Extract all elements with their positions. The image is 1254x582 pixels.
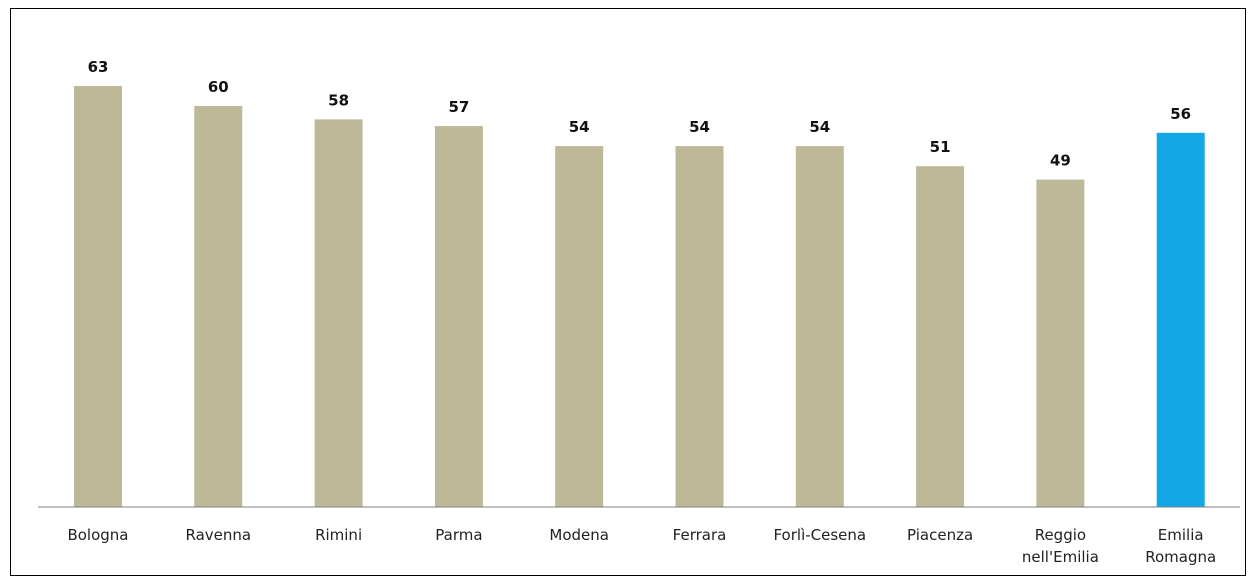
bar-9 bbox=[1156, 132, 1205, 508]
bar-0 bbox=[74, 86, 122, 507]
value-label-5: 54 bbox=[689, 118, 710, 136]
bar-3 bbox=[434, 126, 483, 507]
bars-group bbox=[74, 86, 1205, 508]
bar-8 bbox=[1036, 179, 1085, 507]
value-labels-group: 63 60 58 57 54 54 54 51 49 56 bbox=[88, 58, 1192, 170]
value-label-2: 58 bbox=[328, 91, 349, 109]
value-label-4: 54 bbox=[569, 118, 590, 136]
value-label-1: 60 bbox=[208, 78, 229, 96]
category-label-1: Ravenna bbox=[185, 526, 251, 544]
category-label-6: Forlì-Cesena bbox=[773, 526, 866, 544]
category-label-3: Parma bbox=[435, 526, 482, 544]
bar-6 bbox=[795, 146, 844, 507]
value-label-7: 51 bbox=[930, 138, 951, 156]
category-label-7: Piacenza bbox=[907, 526, 973, 544]
category-labels-group: Bologna Ravenna Rimini Parma Modena Ferrara Fo… bbox=[67, 526, 1216, 566]
value-label-3: 57 bbox=[448, 98, 469, 116]
bar-4 bbox=[555, 146, 604, 507]
category-label-0: Bologna bbox=[67, 526, 128, 544]
category-label-5: Ferrara bbox=[673, 526, 727, 544]
value-label-9: 56 bbox=[1170, 105, 1191, 123]
value-label-0: 63 bbox=[88, 58, 109, 76]
bar-7 bbox=[916, 166, 965, 507]
value-label-8: 49 bbox=[1050, 152, 1071, 170]
category-label-2: Rimini bbox=[315, 526, 362, 544]
category-label-4: Modena bbox=[549, 526, 609, 544]
bar-1 bbox=[194, 106, 243, 507]
category-label-9: Emilia Romagna bbox=[1145, 526, 1216, 566]
value-label-6: 54 bbox=[809, 118, 830, 136]
bar-5 bbox=[675, 146, 724, 507]
category-label-8: Reggio nell'Emilia bbox=[1022, 526, 1099, 566]
bar-2 bbox=[314, 119, 363, 508]
